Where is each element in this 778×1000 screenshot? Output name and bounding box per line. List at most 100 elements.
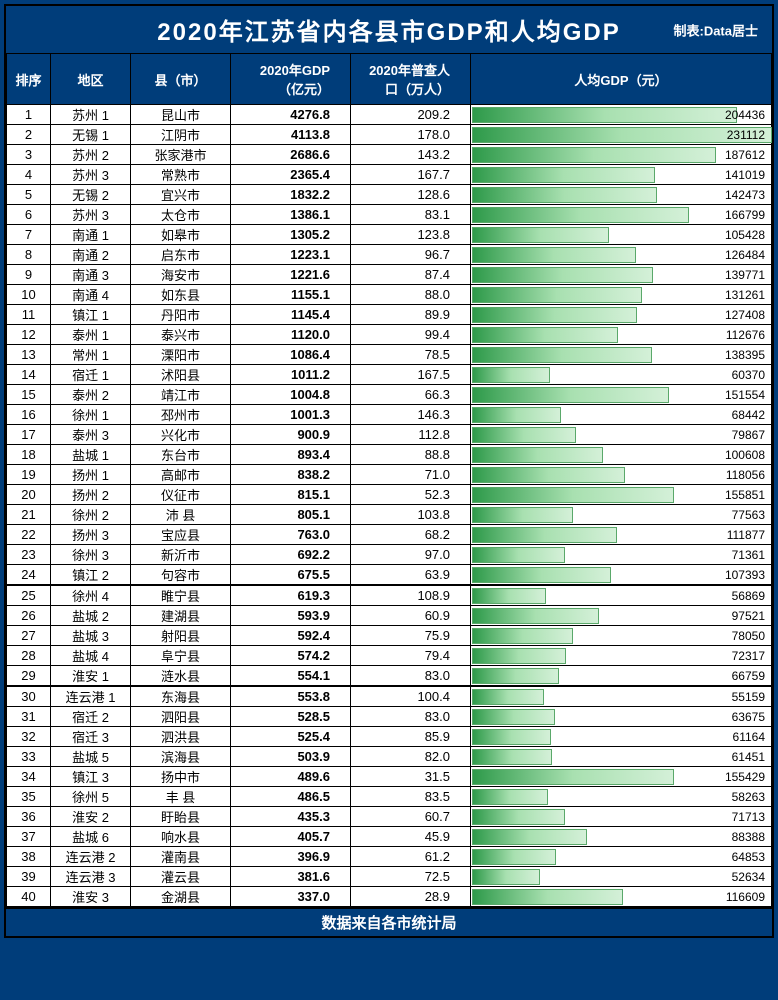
table-row: 28盐城 4阜宁县574.279.472317 — [7, 646, 772, 666]
table-row: 31宿迁 2泗阳县528.583.063675 — [7, 707, 772, 727]
cell-bar: 64853 — [471, 847, 772, 867]
cell-bar: 107393 — [471, 565, 772, 586]
cell-rank: 39 — [7, 867, 51, 887]
cell-rank: 6 — [7, 205, 51, 225]
percap-bar — [472, 849, 556, 865]
cell-pop: 103.8 — [351, 505, 471, 525]
cell-bar: 155851 — [471, 485, 772, 505]
percap-value: 97521 — [732, 607, 765, 625]
percap-value: 60370 — [732, 366, 765, 384]
cell-gdp: 675.5 — [231, 565, 351, 586]
cell-city: 盱眙县 — [131, 807, 231, 827]
cell-pref: 连云港 2 — [51, 847, 131, 867]
table-row: 3苏州 2张家港市2686.6143.2187612 — [7, 145, 772, 165]
cell-bar: 61451 — [471, 747, 772, 767]
cell-gdp: 553.8 — [231, 686, 351, 707]
cell-bar: 63675 — [471, 707, 772, 727]
table-row: 17泰州 3兴化市900.9112.879867 — [7, 425, 772, 445]
cell-rank: 13 — [7, 345, 51, 365]
cell-rank: 17 — [7, 425, 51, 445]
cell-rank: 20 — [7, 485, 51, 505]
table-row: 16徐州 1邳州市1001.3146.368442 — [7, 405, 772, 425]
cell-rank: 2 — [7, 125, 51, 145]
cell-pop: 167.5 — [351, 365, 471, 385]
cell-pref: 盐城 3 — [51, 626, 131, 646]
cell-gdp: 805.1 — [231, 505, 351, 525]
table-row: 2无锡 1江阴市4113.8178.0231112 — [7, 125, 772, 145]
cell-rank: 26 — [7, 606, 51, 626]
cell-city: 昆山市 — [131, 105, 231, 125]
percap-value: 118056 — [726, 466, 765, 484]
cell-pop: 66.3 — [351, 385, 471, 405]
percap-bar — [472, 107, 737, 123]
percap-bar — [472, 668, 559, 684]
percap-bar — [472, 327, 618, 343]
percap-bar — [472, 167, 655, 183]
table-row: 30连云港 1东海县553.8100.455159 — [7, 686, 772, 707]
cell-gdp: 1145.4 — [231, 305, 351, 325]
cell-pop: 128.6 — [351, 185, 471, 205]
cell-city: 响水县 — [131, 827, 231, 847]
cell-gdp: 503.9 — [231, 747, 351, 767]
table-row: 1苏州 1昆山市4276.8209.2204436 — [7, 105, 772, 125]
cell-bar: 79867 — [471, 425, 772, 445]
table-row: 4苏州 3常熟市2365.4167.7141019 — [7, 165, 772, 185]
cell-bar: 118056 — [471, 465, 772, 485]
cell-pref: 徐州 2 — [51, 505, 131, 525]
percap-value: 64853 — [732, 848, 765, 866]
cell-city: 泰兴市 — [131, 325, 231, 345]
cell-pop: 87.4 — [351, 265, 471, 285]
percap-value: 155851 — [725, 486, 765, 504]
cell-pop: 52.3 — [351, 485, 471, 505]
cell-bar: 116609 — [471, 887, 772, 907]
cell-bar: 231112 — [471, 125, 772, 145]
cell-city: 太仓市 — [131, 205, 231, 225]
cell-pop: 89.9 — [351, 305, 471, 325]
cell-pref: 镇江 2 — [51, 565, 131, 586]
cell-pop: 108.9 — [351, 585, 471, 606]
page-title: 2020年江苏省内各县市GDP和人均GDP — [157, 19, 620, 46]
cell-gdp: 1004.8 — [231, 385, 351, 405]
cell-city: 灌南县 — [131, 847, 231, 867]
cell-city: 仪征市 — [131, 485, 231, 505]
percap-bar — [472, 588, 546, 604]
cell-city: 新沂市 — [131, 545, 231, 565]
cell-gdp: 396.9 — [231, 847, 351, 867]
cell-bar: 71361 — [471, 545, 772, 565]
percap-bar — [472, 869, 540, 885]
cell-city: 涟水县 — [131, 666, 231, 687]
percap-bar — [472, 247, 636, 263]
cell-gdp: 815.1 — [231, 485, 351, 505]
table-row: 12泰州 1泰兴市1120.099.4112676 — [7, 325, 772, 345]
cell-bar: 68442 — [471, 405, 772, 425]
cell-pref: 徐州 1 — [51, 405, 131, 425]
cell-pref: 宿迁 1 — [51, 365, 131, 385]
cell-pop: 72.5 — [351, 867, 471, 887]
cell-city: 张家港市 — [131, 145, 231, 165]
gdp-table-container: 2020年江苏省内各县市GDP和人均GDP 制表:Data居士 排序 地区 县（… — [4, 4, 774, 938]
cell-gdp: 1120.0 — [231, 325, 351, 345]
cell-rank: 15 — [7, 385, 51, 405]
cell-pref: 无锡 2 — [51, 185, 131, 205]
cell-gdp: 2365.4 — [231, 165, 351, 185]
table-row: 18盐城 1东台市893.488.8100608 — [7, 445, 772, 465]
cell-rank: 7 — [7, 225, 51, 245]
cell-pop: 209.2 — [351, 105, 471, 125]
percap-bar — [472, 507, 573, 523]
cell-gdp: 1305.2 — [231, 225, 351, 245]
cell-pref: 盐城 5 — [51, 747, 131, 767]
cell-bar: 138395 — [471, 345, 772, 365]
cell-city: 高邮市 — [131, 465, 231, 485]
footer-text: 数据来自各市统计局 — [6, 907, 772, 936]
cell-gdp: 1155.1 — [231, 285, 351, 305]
cell-pop: 45.9 — [351, 827, 471, 847]
table-row: 27盐城 3射阳县592.475.978050 — [7, 626, 772, 646]
cell-pop: 96.7 — [351, 245, 471, 265]
header-row: 排序 地区 县（市） 2020年GDP （亿元） 2020年普查人 口（万人） … — [7, 54, 772, 105]
percap-value: 63675 — [732, 708, 765, 726]
th-pref: 地区 — [51, 54, 131, 105]
cell-pref: 泰州 3 — [51, 425, 131, 445]
cell-rank: 38 — [7, 847, 51, 867]
cell-city: 江阴市 — [131, 125, 231, 145]
cell-bar: 139771 — [471, 265, 772, 285]
